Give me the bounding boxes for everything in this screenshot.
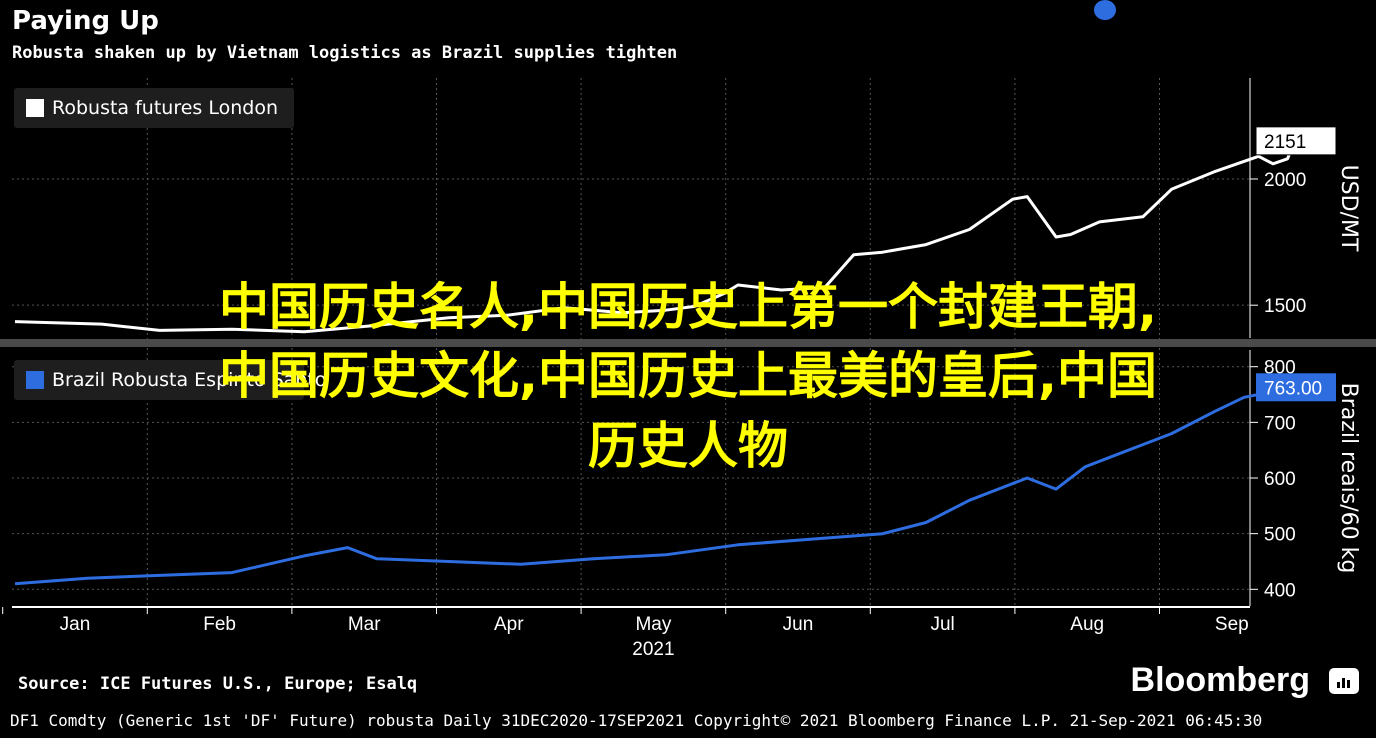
x-tick-label: Mar <box>348 614 381 635</box>
y-tick-label: 2000 <box>1264 170 1306 191</box>
panel-separator <box>0 339 1376 347</box>
legend: Robusta futures London <box>14 88 294 128</box>
x-tick-label: Jan <box>60 614 91 635</box>
source-note: Source: ICE Futures U.S., Europe; Esalq <box>18 674 418 694</box>
x-tick-label: Aug <box>1070 614 1104 635</box>
footer-metadata: DF1 Comdty (Generic 1st 'DF' Future) rob… <box>10 711 1263 730</box>
x-tick-label: Feb <box>203 614 236 635</box>
overlay-text-line-3: 历史人物 <box>588 417 788 475</box>
legend-box <box>14 360 304 400</box>
last-value-label: 2151 <box>1264 132 1306 153</box>
bloomberg-logo: Bloomberg <box>1130 661 1310 699</box>
x-tick-label: Sep <box>1215 614 1249 635</box>
london-series-line <box>14 140 1297 334</box>
legend: Brazil Robusta Espirito Santo <box>14 360 326 400</box>
bloomberg-terminal-icon <box>1329 668 1359 694</box>
y-tick-label: 700 <box>1264 413 1296 434</box>
x-tick-label: Jun <box>783 614 814 635</box>
legend-swatch <box>26 371 44 389</box>
y-tick-label: 500 <box>1264 525 1296 546</box>
legend-label: Robusta futures London <box>52 97 278 119</box>
legend-box <box>14 88 294 128</box>
last-value-box <box>1255 126 1337 156</box>
blue-dot-marker <box>1094 0 1116 20</box>
x-tick-label: Apr <box>494 614 524 635</box>
chart-subtitle: Robusta shaken up by Vietnam logistics a… <box>12 43 678 63</box>
last-value-label: 763.00 <box>1264 378 1322 399</box>
last-value-box <box>1256 373 1336 402</box>
y-tick-label: 600 <box>1264 469 1296 490</box>
y-tick-label: 1500 <box>1264 296 1306 317</box>
x-tick-label: May <box>635 614 671 635</box>
overlay-text-line-2: 中国历史文化,中国历史上最美的皇后,中国 <box>219 347 1157 405</box>
brazil-series-line <box>14 385 1295 586</box>
y-axis-title: USD/MT <box>1336 165 1361 252</box>
y-tick-label: 400 <box>1264 580 1296 601</box>
chart-title: Paying Up <box>12 6 159 36</box>
legend-label: Brazil Robusta Espirito Santo <box>52 369 326 391</box>
legend-swatch <box>26 99 44 117</box>
x-tick-label: Jul <box>930 614 954 635</box>
x-year-label: 2021 <box>632 639 674 660</box>
overlay-text-line-1: 中国历史名人,中国历史上第一个封建王朝, <box>219 278 1157 336</box>
y-axis-title: Brazil reais/60 kg <box>1336 383 1361 574</box>
